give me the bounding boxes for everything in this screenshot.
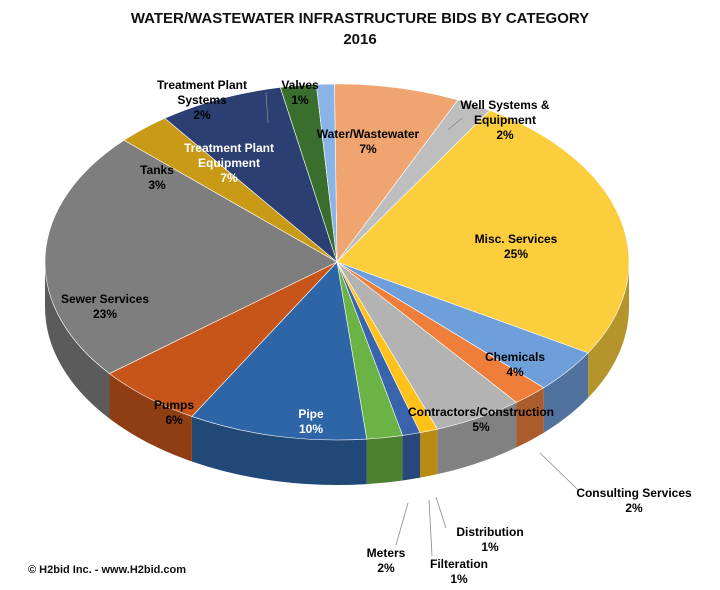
slice-percent-treatment-plant-systems: 2% xyxy=(193,108,211,122)
pie-slice-treatment-plant-equipment xyxy=(164,87,338,263)
chart-subtitle: 2016 xyxy=(343,31,377,48)
slice-percent-filteration: 1% xyxy=(450,572,468,586)
copyright-credit: © H2bid Inc. - www.H2bid.com xyxy=(28,564,187,576)
slice-percent-tanks: 3% xyxy=(148,178,166,192)
slice-label-sewer-services: Sewer Services 23% xyxy=(61,292,149,321)
slice-percent-misc-services: 25% xyxy=(504,247,528,261)
leader-line-consulting-services xyxy=(539,452,579,491)
pie-slice-water-wastewater xyxy=(334,83,459,263)
pie-slice-valves xyxy=(315,83,338,263)
slice-percent-distribution: 1% xyxy=(481,540,499,554)
slice-label-filteration: Filteration 1% xyxy=(430,557,488,586)
slice-label-treatment-plant-equipment: Treatment Plant Equipment 7% xyxy=(184,141,274,185)
slice-label-pipe: Pipe 10% xyxy=(298,407,324,436)
pie-side-chemicals xyxy=(543,352,589,433)
pie-side-contractors-construction xyxy=(437,402,517,475)
pie-side-distribution xyxy=(420,429,438,478)
slice-label-distribution: Distribution 1% xyxy=(456,525,523,554)
slice-label-treatment-plant-systems: Treatment Plant Systems 2% xyxy=(157,78,247,122)
slice-percent-meters: 2% xyxy=(377,561,395,575)
slice-label-chemicals: Chemicals 4% xyxy=(485,350,545,379)
slice-label-tanks: Tanks 3% xyxy=(140,163,174,192)
slice-label-misc-services: Misc. Services 25% xyxy=(475,232,558,261)
pie-side-pipe xyxy=(191,416,367,486)
slice-percent-treatment-plant-equipment: 7% xyxy=(220,171,238,185)
slice-label-contractors-construction: Contractors/Construction 5% xyxy=(408,405,554,434)
leader-line-meters xyxy=(395,502,409,546)
leader-line-filteration xyxy=(428,499,433,557)
slice-percent-consulting-services: 2% xyxy=(625,501,643,515)
pie-slice-misc-services xyxy=(336,110,630,354)
chart-title: WATER/WASTEWATER INFRASTRUCTURE BIDS BY … xyxy=(130,10,590,27)
pie-side-meters xyxy=(366,435,403,485)
pie-side-filteration xyxy=(402,432,421,481)
pie-slice-pipe xyxy=(191,261,368,441)
slice-label-well-systems-equipment: Well Systems & Equipment 2% xyxy=(460,98,549,142)
slice-percent-pumps: 6% xyxy=(165,413,183,427)
slice-percent-contractors-construction: 5% xyxy=(472,420,490,434)
slice-percent-water-wastewater: 7% xyxy=(359,142,377,156)
pie-slice-sewer-services xyxy=(44,139,338,374)
slice-label-meters: Meters 2% xyxy=(367,546,406,575)
pie-side-consulting-services xyxy=(516,387,544,448)
slice-percent-valves: 1% xyxy=(291,93,309,107)
leader-line-treatment-plant-systems xyxy=(265,91,269,124)
slice-label-pumps: Pumps 6% xyxy=(154,398,194,427)
leader-line-well-systems-equipment xyxy=(447,117,463,131)
pie-side-pumps xyxy=(109,373,192,462)
slice-percent-sewer-services: 23% xyxy=(93,307,117,321)
slice-label-consulting-services: Consulting Services 2% xyxy=(576,486,692,515)
slice-label-water-wastewater: Water/Wastewater 7% xyxy=(317,127,420,156)
leader-line-distribution xyxy=(435,496,447,529)
slice-percent-chemicals: 4% xyxy=(506,365,524,379)
slice-label-valves: Valves 1% xyxy=(281,78,319,107)
pie-side-misc-services xyxy=(588,262,629,398)
pie-side-sewer-services xyxy=(45,262,110,419)
slice-percent-well-systems-equipment: 2% xyxy=(496,128,514,142)
slice-percent-pipe: 10% xyxy=(299,422,323,436)
